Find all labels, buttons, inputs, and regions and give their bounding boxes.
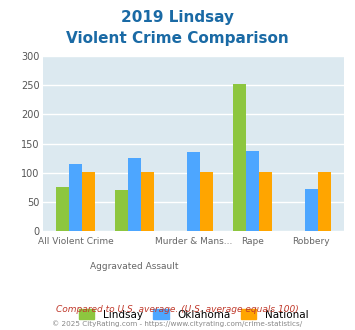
Text: 2019 Lindsay: 2019 Lindsay: [121, 10, 234, 25]
Bar: [318, 172, 331, 231]
Text: Compared to U.S. average. (U.S. average equals 100): Compared to U.S. average. (U.S. average …: [56, 305, 299, 314]
Bar: [82, 172, 95, 231]
Bar: [259, 172, 272, 231]
Text: © 2025 CityRating.com - https://www.cityrating.com/crime-statistics/: © 2025 CityRating.com - https://www.city…: [53, 321, 302, 327]
Bar: [187, 152, 200, 231]
Bar: [233, 84, 246, 231]
Bar: [115, 190, 128, 231]
Bar: [69, 164, 82, 231]
Legend: Lindsay, Oklahoma, National: Lindsay, Oklahoma, National: [75, 305, 312, 324]
Text: Aggravated Assault: Aggravated Assault: [91, 262, 179, 271]
Bar: [246, 151, 259, 231]
Bar: [200, 172, 213, 231]
Bar: [128, 158, 141, 231]
Bar: [141, 172, 154, 231]
Bar: [305, 189, 318, 231]
Bar: [56, 187, 69, 231]
Text: Violent Crime Comparison: Violent Crime Comparison: [66, 31, 289, 46]
